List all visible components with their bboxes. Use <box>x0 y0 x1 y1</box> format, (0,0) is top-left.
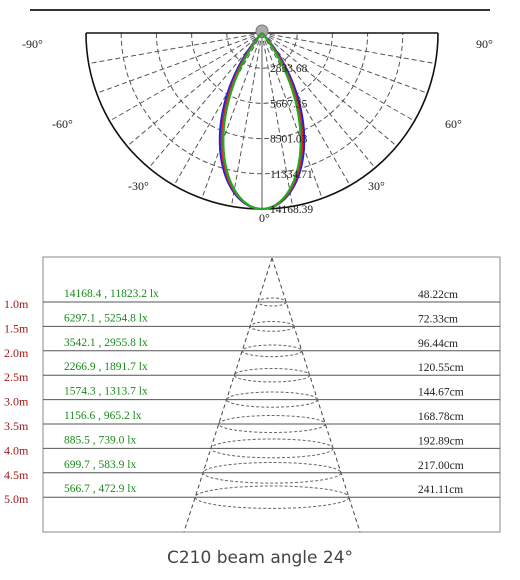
angle-label: 0° <box>259 211 270 225</box>
radial-label: 2833.68 <box>270 63 308 75</box>
lux-value: 566.7 , 472.9 lx <box>64 483 136 495</box>
diameter-value: 217.00cm <box>418 460 464 472</box>
grid-spoke <box>261 32 294 207</box>
diameter-value: 144.67cm <box>418 387 464 399</box>
distance-label: 2.0m <box>4 346 29 360</box>
distance-label: 3.5m <box>4 419 29 433</box>
beam-ellipse <box>257 297 287 307</box>
angle-label: -60° <box>52 117 73 131</box>
grid-spoke <box>148 32 263 169</box>
angle-label: 60° <box>445 117 462 131</box>
grid-spoke <box>261 32 376 169</box>
diameter-value: 192.89cm <box>418 435 464 447</box>
lux-value: 3542.1 , 2955.8 lx <box>64 337 148 349</box>
radial-label: 11334.71 <box>270 169 313 181</box>
grid-spoke <box>261 32 323 199</box>
lux-value: 14168.4 , 11823.2 lx <box>64 288 159 300</box>
grid-spoke <box>201 32 263 199</box>
table-frame <box>42 256 501 533</box>
distance-label: 2.5m <box>4 370 29 384</box>
beam-ellipse <box>249 321 295 332</box>
lux-value: 2266.9 , 1891.7 lx <box>64 361 148 373</box>
beam-ellipse <box>233 368 311 383</box>
beam-ellipse <box>210 438 334 459</box>
diameter-value: 48.22cm <box>418 289 458 301</box>
distance-label: 4.5m <box>4 468 29 482</box>
angle-label: -30° <box>128 179 149 193</box>
grid-spoke <box>261 32 428 94</box>
diameter-value: 168.78cm <box>418 411 464 423</box>
grid-arc <box>191 32 333 104</box>
grid-spoke <box>109 32 263 122</box>
angle-label: -90° <box>22 37 43 51</box>
distance-label: 5.0m <box>4 492 29 506</box>
radial-label: 14168.39 <box>270 204 313 216</box>
cone-left-edge <box>183 257 273 533</box>
diameter-value: 120.55cm <box>418 362 464 374</box>
grid-spoke <box>126 32 263 147</box>
grid-arc <box>155 32 369 140</box>
lux-value: 885.5 , 739.0 lx <box>64 434 136 446</box>
diameter-value: 96.44cm <box>418 338 458 350</box>
distance-label: 4.0m <box>4 443 29 457</box>
beam-ellipse <box>226 391 318 408</box>
diameter-value: 72.33cm <box>418 313 458 325</box>
caption: C210 beam angle 24° <box>166 548 354 568</box>
cone-right-edge <box>271 257 361 533</box>
grid-spoke <box>88 32 263 65</box>
radial-label: 5667.35 <box>270 98 308 110</box>
lux-value: 6297.1 , 5254.8 lx <box>64 312 148 324</box>
grid-spoke <box>261 32 351 186</box>
grid-spoke <box>261 32 415 122</box>
distance-label: 3.0m <box>4 395 29 409</box>
lux-value: 1156.6 , 965.2 lx <box>64 410 142 422</box>
grid-spoke <box>96 32 263 94</box>
grid-arc <box>120 32 404 175</box>
beam-cone-table: 1.0m 14168.4 , 11823.2 lx 48.22cm 1.5m 6297.… <box>4 256 501 533</box>
beam-ellipse <box>218 415 326 433</box>
diameter-value: 241.11cm <box>418 484 463 496</box>
angle-label: 30° <box>368 179 385 193</box>
grid-spoke <box>261 32 398 147</box>
radial-label: 8501.03 <box>270 134 308 146</box>
distance-label: 1.0m <box>4 297 29 311</box>
source-marker <box>255 24 269 38</box>
lux-value: 699.7 , 583.9 lx <box>64 459 136 471</box>
distance-label: 1.5m <box>4 321 29 335</box>
lux-value: 1574.3 , 1313.7 lx <box>64 386 148 398</box>
polar-diagram: 2833.68 5667.35 8501.03 11334.71 14168.39 -90… <box>22 9 493 225</box>
intensity-curve-3 <box>222 32 302 211</box>
grid-spoke <box>230 32 263 207</box>
angle-label: 90° <box>476 37 493 51</box>
grid-spoke <box>261 32 436 65</box>
beam-ellipse <box>194 485 350 509</box>
grid-spoke <box>173 32 263 186</box>
